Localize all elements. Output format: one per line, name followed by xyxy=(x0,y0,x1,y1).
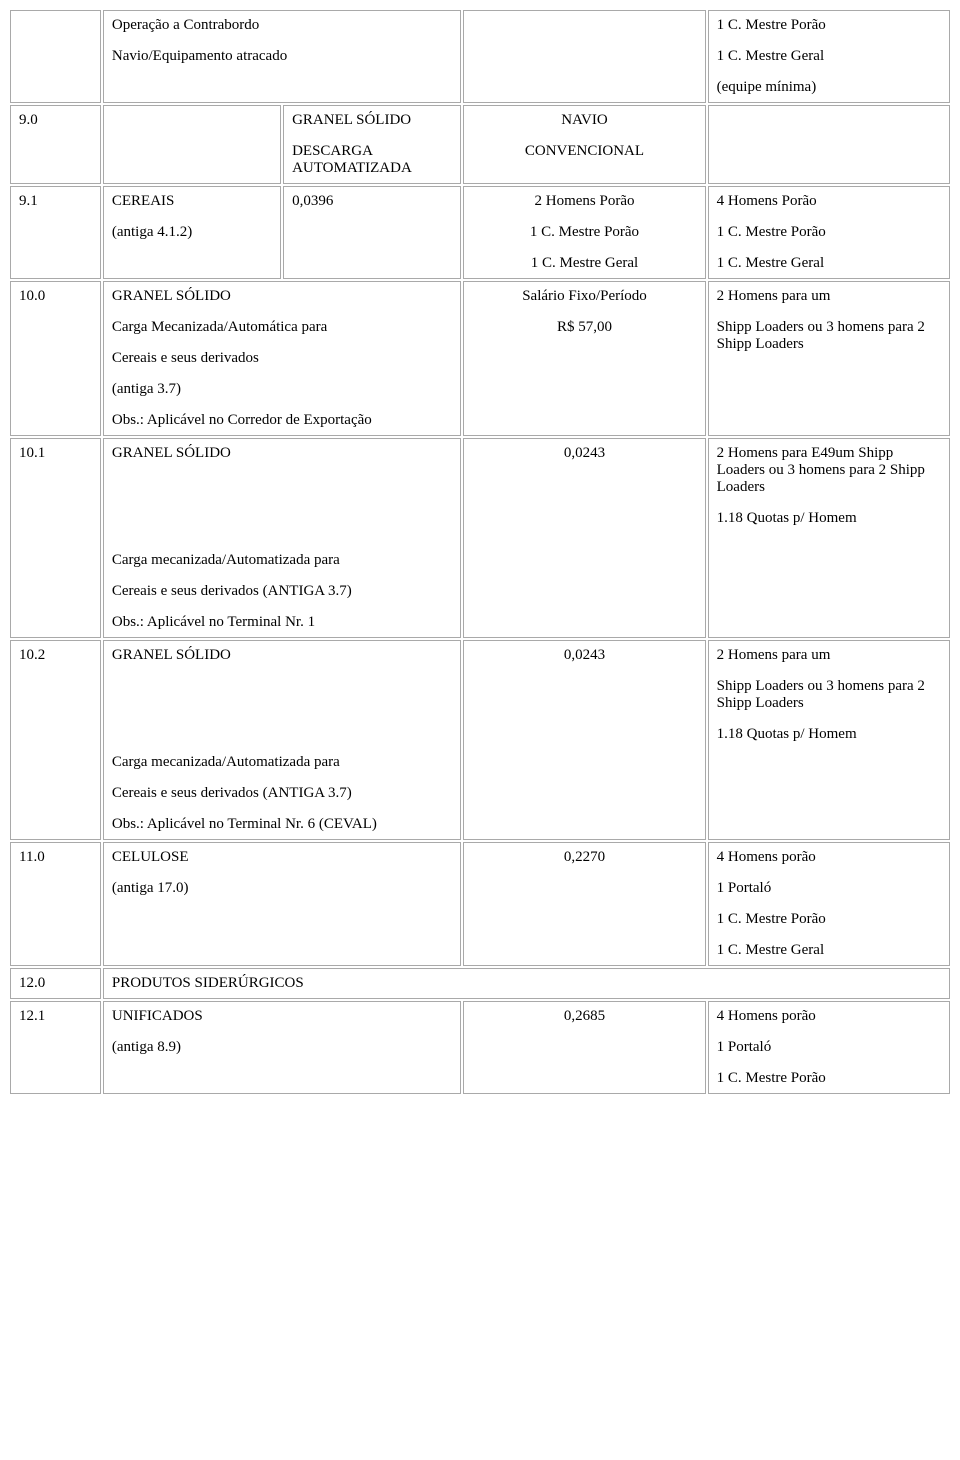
cell-text: 1 Portaló xyxy=(717,880,941,897)
cell-text: Carga Mecanizada/Automática para xyxy=(112,319,452,336)
cell-text: 1 C. Mestre Geral xyxy=(717,48,941,65)
cell-text: (antiga 8.9) xyxy=(112,1039,452,1056)
cell-text: GRANEL SÓLIDO xyxy=(292,112,452,129)
cell-text: CEREAIS xyxy=(112,193,272,210)
cell-text: 1 C. Mestre Porão xyxy=(717,911,941,928)
cell-text: 1 C. Mestre Geral xyxy=(717,255,941,272)
cell-text: 1 C. Mestre Porão xyxy=(717,1070,941,1087)
cell-text: GRANEL SÓLIDO xyxy=(112,445,452,462)
cell-text: Cereais e seus derivados (ANTIGA 3.7) xyxy=(112,785,452,802)
cell-text: CONVENCIONAL xyxy=(472,143,696,160)
row-index: 10.1 xyxy=(10,438,101,638)
table-row: 12.1 UNIFICADOS (antiga 8.9) 0,2685 4 Ho… xyxy=(10,1001,950,1094)
row-index: 12.0 xyxy=(10,968,101,999)
cell-text: 0,0243 xyxy=(463,640,705,840)
cell-text: (antiga 3.7) xyxy=(112,381,452,398)
table-row: 10.2 GRANEL SÓLIDO Carga mecanizada/Auto… xyxy=(10,640,950,840)
cell-text: CELULOSE xyxy=(112,849,452,866)
cell-text: 0,2685 xyxy=(463,1001,705,1094)
cell-text: 4 Homens Porão xyxy=(717,193,941,210)
cell-text: 0,0396 xyxy=(283,186,461,279)
row-index: 10.2 xyxy=(10,640,101,840)
cell-text: 1 C. Mestre Porão xyxy=(717,17,941,34)
row-index: 12.1 xyxy=(10,1001,101,1094)
cell-text: Shipp Loaders ou 3 homens para 2 Shipp L… xyxy=(717,319,941,353)
cell-text: Obs.: Aplicável no Terminal Nr. 6 (CEVAL… xyxy=(112,816,452,833)
table-row: 10.0 GRANEL SÓLIDO Carga Mecanizada/Auto… xyxy=(10,281,950,436)
cell-text: UNIFICADOS xyxy=(112,1008,452,1025)
cell-text: DESCARGA AUTOMATIZADA xyxy=(292,143,452,177)
table-row: 11.0 CELULOSE (antiga 17.0) 0,2270 4 Hom… xyxy=(10,842,950,966)
cell-text: 1 C. Mestre Porão xyxy=(472,224,696,241)
cell-text: GRANEL SÓLIDO xyxy=(112,288,452,305)
table-row: 9.1 CEREAIS (antiga 4.1.2) 0,0396 2 Home… xyxy=(10,186,950,279)
table-row: 9.0 GRANEL SÓLIDO DESCARGA AUTOMATIZADA … xyxy=(10,105,950,184)
cell-text: 2 Homens para um xyxy=(717,647,941,664)
cell-text: Obs.: Aplicável no Terminal Nr. 1 xyxy=(112,614,452,631)
cell-text: 2 Homens para um xyxy=(717,288,941,305)
cell-text: R$ 57,00 xyxy=(472,319,696,336)
pricing-table: Operação a Contrabordo Navio/Equipamento… xyxy=(8,8,952,1096)
cell-text: Cereais e seus derivados xyxy=(112,350,452,367)
cell-text: 1 C. Mestre Geral xyxy=(472,255,696,272)
cell-text: 1.18 Quotas p/ Homem xyxy=(717,726,941,743)
cell-text: Operação a Contrabordo xyxy=(112,17,452,34)
cell-text: Shipp Loaders ou 3 homens para 2 Shipp L… xyxy=(717,678,941,712)
row-index: 11.0 xyxy=(10,842,101,966)
table-row: 12.0 PRODUTOS SIDERÚRGICOS xyxy=(10,968,950,999)
cell-text: 0,2270 xyxy=(463,842,705,966)
row-index: 10.0 xyxy=(10,281,101,436)
row-index: 9.1 xyxy=(10,186,101,279)
cell-text: Cereais e seus derivados (ANTIGA 3.7) xyxy=(112,583,452,600)
cell-text: 1.18 Quotas p/ Homem xyxy=(717,510,941,527)
cell-text: Obs.: Aplicável no Corredor de Exportaçã… xyxy=(112,412,452,429)
cell-text: (antiga 17.0) xyxy=(112,880,452,897)
row-index: 9.0 xyxy=(10,105,101,184)
cell-text: 2 Homens Porão xyxy=(472,193,696,210)
cell-text: 0,0243 xyxy=(463,438,705,638)
cell-text: Navio/Equipamento atracado xyxy=(112,48,452,65)
cell-text: 1 C. Mestre Porão xyxy=(717,224,941,241)
cell-text: Carga mecanizada/Automatizada para xyxy=(112,552,452,569)
cell-text: PRODUTOS SIDERÚRGICOS xyxy=(103,968,950,999)
cell-text: 1 Portaló xyxy=(717,1039,941,1056)
cell-text: 4 Homens porão xyxy=(717,849,941,866)
table-row: Operação a Contrabordo Navio/Equipamento… xyxy=(10,10,950,103)
cell-text: Salário Fixo/Período xyxy=(472,288,696,305)
cell-text: Carga mecanizada/Automatizada para xyxy=(112,754,452,771)
cell-text: (equipe mínima) xyxy=(717,79,941,96)
cell-text: 2 Homens para E49um Shipp Loaders ou 3 h… xyxy=(717,445,941,496)
cell-text: 1 C. Mestre Geral xyxy=(717,942,941,959)
cell-text: 4 Homens porão xyxy=(717,1008,941,1025)
cell-text: GRANEL SÓLIDO xyxy=(112,647,452,664)
cell-text: (antiga 4.1.2) xyxy=(112,224,272,241)
table-row: 10.1 GRANEL SÓLIDO Carga mecanizada/Auto… xyxy=(10,438,950,638)
cell-text: NAVIO xyxy=(472,112,696,129)
